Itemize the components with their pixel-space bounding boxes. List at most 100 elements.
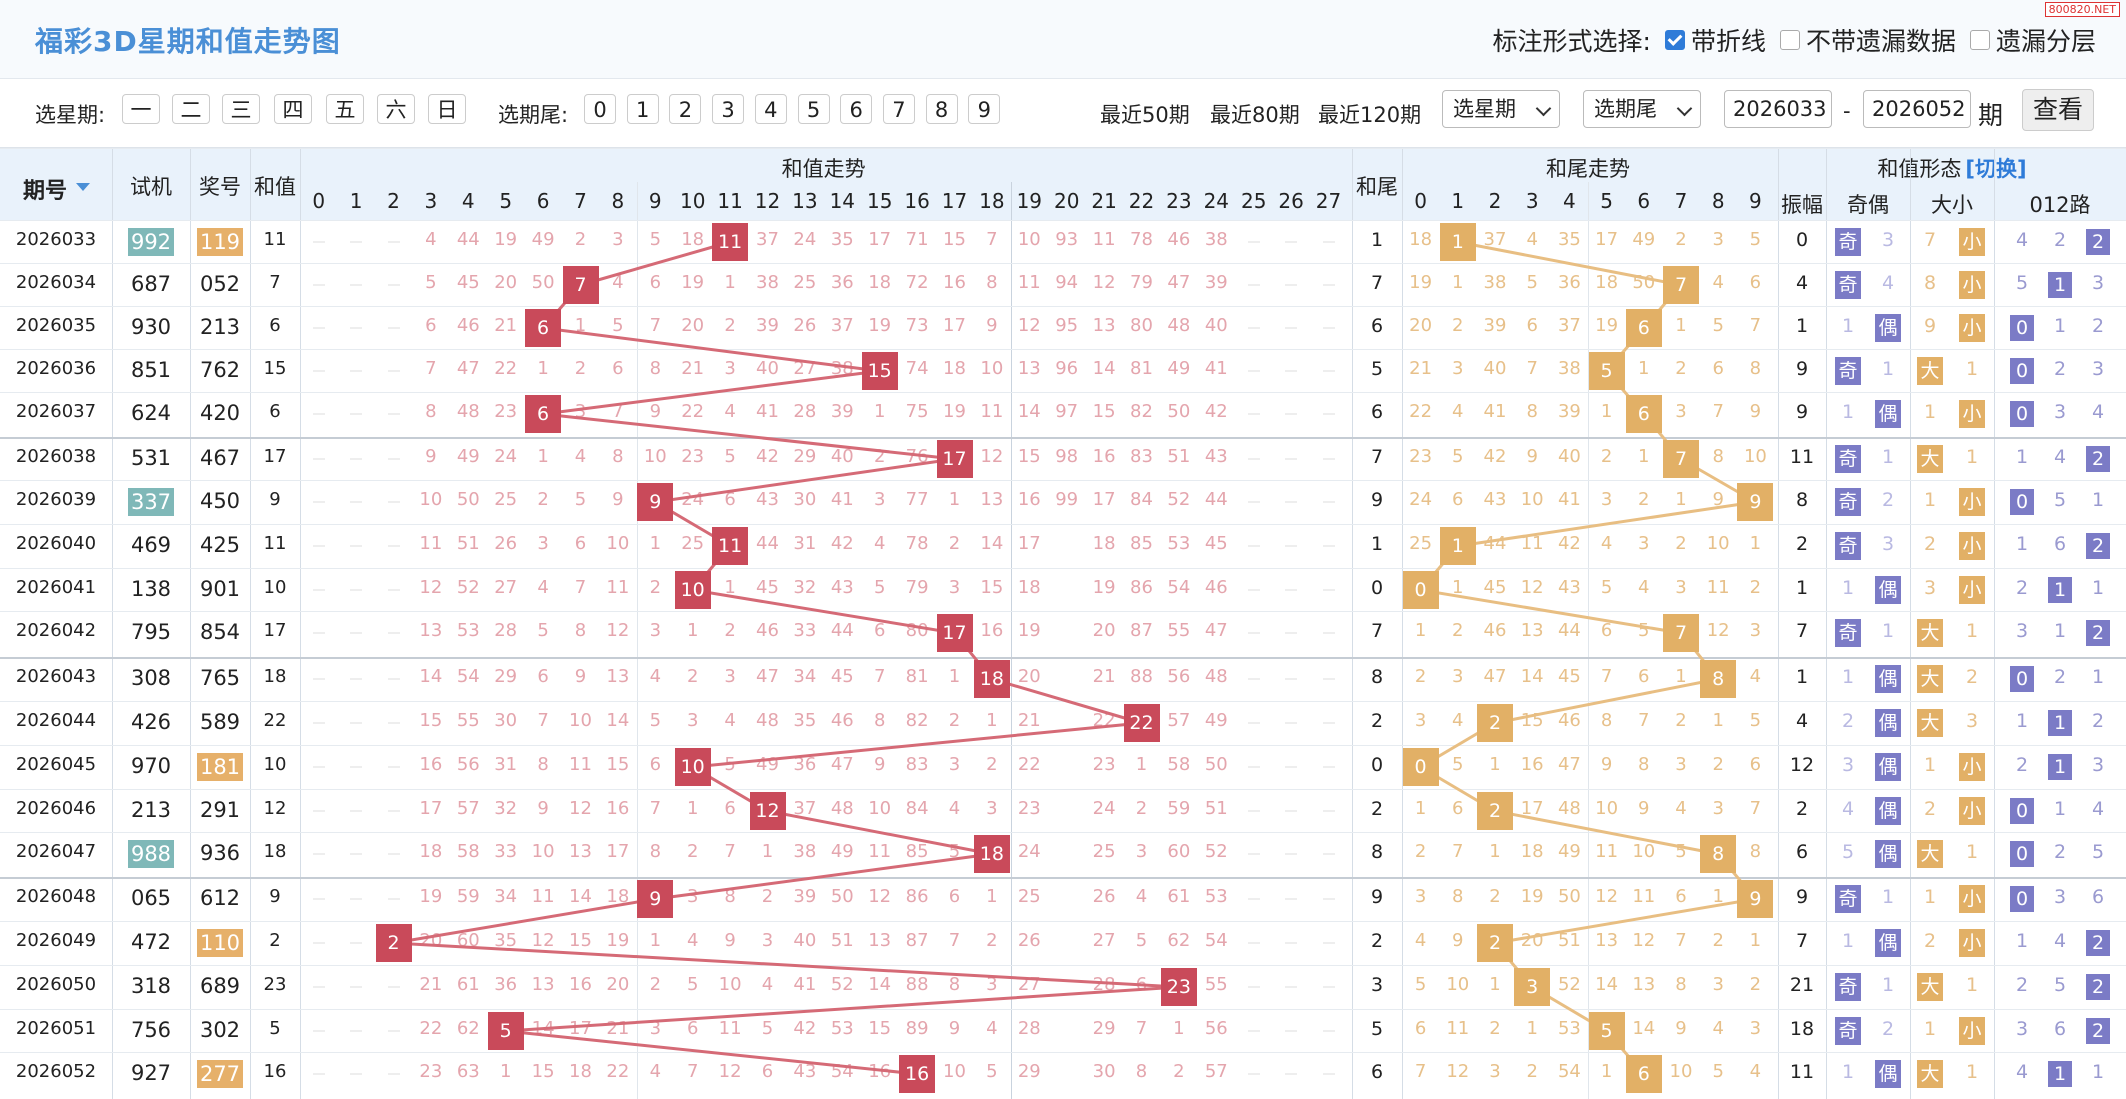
weekday-select[interactable]: 选星期 [1442, 90, 1560, 128]
sort-down-icon[interactable] [76, 183, 90, 191]
tail-missing: 4 [1749, 666, 1762, 687]
draw-cell: 420 [199, 401, 241, 425]
checkbox-icon[interactable] [1969, 30, 1990, 50]
checkbox-icon[interactable] [1779, 30, 1800, 50]
sum-missing: 97 [1055, 401, 1079, 422]
sum-missing: 3 [649, 1018, 662, 1039]
faint-dot [350, 458, 363, 460]
query-button[interactable]: 查看 [2022, 89, 2094, 131]
tail-cell: 6 [1370, 1061, 1384, 1083]
draw-highlight: 277 [197, 1060, 243, 1088]
r012-badge: 1 [2048, 710, 2072, 736]
small-badge: 小 [1959, 1017, 1985, 1045]
recent-120-link[interactable]: 最近120期 [1318, 103, 1422, 127]
option-no-missing[interactable]: 不带遗漏数据 [1779, 22, 1956, 58]
weekday-chip[interactable]: 二 [172, 94, 210, 124]
r012-missing: 1 [2053, 620, 2067, 642]
bs-missing: 1 [1923, 754, 1937, 776]
faint-dot [1285, 241, 1298, 243]
weekday-chip[interactable]: 一 [122, 94, 160, 124]
option-with-line[interactable]: 带折线 [1664, 22, 1766, 58]
tail-chip[interactable]: 1 [626, 94, 659, 124]
weekday-chip[interactable]: 四 [274, 94, 312, 124]
oe-missing: 1 [1881, 974, 1895, 996]
tail-chip[interactable]: 9 [968, 94, 1001, 124]
faint-dot [350, 766, 363, 768]
sum-missing: 18 [1017, 577, 1041, 598]
sum-missing: 13 [980, 489, 1004, 510]
tail-select[interactable]: 选期尾 [1583, 90, 1701, 128]
tail-missing: 5 [1452, 754, 1464, 775]
to-issue-input[interactable]: 2026052 [1863, 90, 1971, 128]
r012-badge: 0 [2010, 666, 2034, 692]
tail-chip[interactable]: 3 [712, 94, 745, 124]
faint-dot [1322, 370, 1335, 372]
sum-missing: 82 [1130, 401, 1153, 422]
sum-missing: 43 [1204, 446, 1228, 467]
recent-50-link[interactable]: 最近50期 [1100, 103, 1190, 127]
trial-cell: 213 [130, 798, 172, 822]
tail-chip[interactable]: 6 [840, 94, 873, 124]
option-missing-layers[interactable]: 遗漏分层 [1969, 22, 2096, 58]
tail-missing: 3 [1675, 577, 1687, 598]
sum-col-1: 1 [349, 189, 363, 213]
sum-missing: 40 [830, 446, 854, 467]
tail-chip[interactable]: 8 [925, 94, 958, 124]
sum-missing: 42 [1204, 401, 1228, 422]
tail-chip[interactable]: 2 [669, 94, 702, 124]
weekday-chip[interactable]: 六 [377, 94, 415, 124]
sum-missing: 4 [1135, 886, 1148, 907]
tail-chip[interactable]: 7 [882, 94, 915, 124]
tail-missing: 41 [1483, 401, 1507, 422]
tail-missing: 6 [1414, 1018, 1427, 1039]
sum-cell: 12 [263, 798, 287, 819]
sum-col-17: 17 [941, 189, 968, 213]
recent-80-link[interactable]: 最近80期 [1210, 103, 1300, 127]
tail-missing: 10 [1706, 533, 1730, 554]
sum-missing: 49 [531, 229, 555, 250]
faint-dot [1322, 766, 1335, 768]
sum-missing: 19 [868, 315, 892, 336]
draw-highlight: 110 [197, 929, 243, 957]
odd-badge: 奇 [1835, 271, 1861, 299]
sum-missing: 2 [724, 620, 736, 641]
switch-link[interactable]: [切换] [1965, 157, 2027, 181]
sum-missing: 4 [649, 1061, 662, 1082]
weekday-chip[interactable]: 日 [428, 94, 466, 124]
tail-chip[interactable]: 5 [797, 94, 830, 124]
trial-cell: 930 [130, 315, 172, 339]
tail-ball: 8 [1700, 835, 1737, 873]
top-bar: 福彩3D星期和值走势图 800820.NET 标注形式选择: 带折线 不带遗漏数… [0, 0, 2126, 79]
sum-missing: 2 [537, 489, 549, 510]
draw-cell: 467 [199, 446, 241, 470]
r012-missing: 3 [2091, 358, 2105, 380]
odd-badge: 奇 [1835, 619, 1861, 647]
checkbox-checked-icon[interactable] [1664, 30, 1685, 50]
bs-missing: 2 [1965, 666, 1979, 688]
weekday-chip[interactable]: 三 [222, 94, 260, 124]
sum-missing: 49 [830, 841, 854, 862]
sum-missing: 55 [1204, 974, 1228, 995]
tail-chip[interactable]: 4 [754, 94, 787, 124]
sum-missing: 49 [756, 754, 779, 775]
even-badge: 偶 [1875, 797, 1901, 825]
sum-missing: 12 [980, 446, 1004, 467]
tail-missing: 1 [1675, 489, 1687, 510]
r012-missing: 4 [2015, 1061, 2029, 1083]
faint-dot [312, 241, 325, 243]
sum-missing: 44 [830, 620, 854, 641]
weekday-chip[interactable]: 五 [326, 94, 364, 124]
sum-ball: 18 [973, 835, 1010, 873]
big-badge: 大 [1917, 619, 1943, 647]
column-divider [300, 148, 301, 1099]
sum-missing: 48 [830, 798, 854, 819]
row-divider [0, 965, 2126, 966]
faint-dot [387, 413, 400, 415]
from-issue-input[interactable]: 2026033 [1724, 90, 1832, 128]
r012-missing: 3 [2053, 401, 2067, 423]
faint-dot [1247, 853, 1260, 855]
amp-cell: 21 [1789, 974, 1815, 996]
tail-chip[interactable]: 0 [584, 94, 616, 124]
tail-missing: 1 [1675, 315, 1687, 336]
r012-badge: 2 [2086, 620, 2110, 646]
